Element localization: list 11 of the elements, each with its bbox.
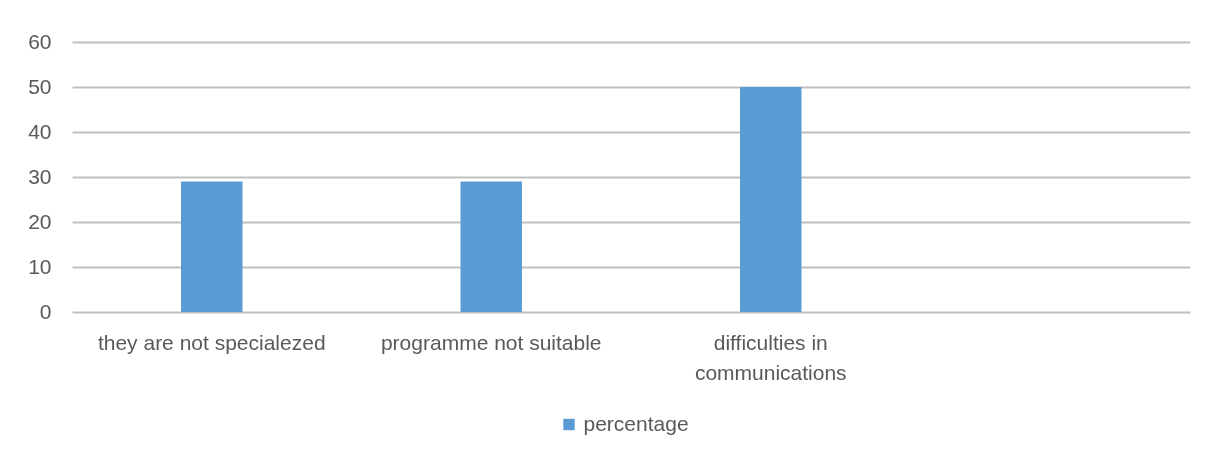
- y-tick-label: 40: [28, 119, 52, 143]
- x-tick-label: programme not suitable: [380, 330, 602, 354]
- y-tick-label: 20: [28, 209, 52, 233]
- y-tick-label: 0: [39, 299, 52, 323]
- x-tick-label: difficulties in communications: [694, 330, 847, 384]
- y-tick-label: 60: [28, 29, 52, 53]
- y-tick-label: 10: [28, 254, 52, 278]
- y-tick-label: 50: [28, 74, 52, 98]
- legend-label: percentage: [583, 411, 689, 435]
- x-tick-label: they are not specialezed: [97, 330, 326, 354]
- y-tick-label: 30: [28, 164, 52, 188]
